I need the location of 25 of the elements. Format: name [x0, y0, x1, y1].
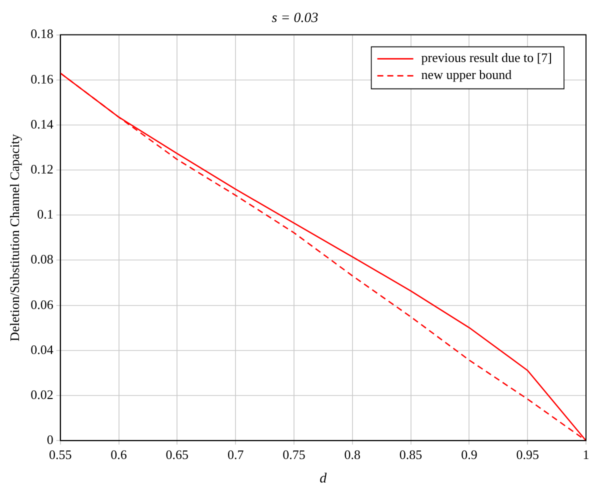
y-tick-label: 0 — [46, 432, 54, 448]
y-tick-label: 0.04 — [30, 342, 54, 357]
x-tick-label: 0.55 — [48, 446, 72, 462]
y-tick-label: 0.18 — [30, 26, 54, 42]
x-tick-label: 0.85 — [399, 446, 422, 462]
chart-title: s = 0.03 — [272, 11, 318, 26]
y-tick-label: 0.02 — [30, 386, 54, 402]
y-tick-label: 0.12 — [30, 161, 54, 176]
y-axis-title: Deletion/Substitution Channel Capacity — [7, 134, 22, 342]
y-tick-label: 0.06 — [30, 296, 54, 312]
x-tick-label: 0.95 — [516, 446, 539, 462]
x-tick-label: 0.7 — [227, 446, 244, 462]
legend-label: new upper bound — [421, 67, 512, 82]
x-tick-label: 0.9 — [461, 446, 478, 462]
x-tick-label: 0.65 — [166, 446, 189, 462]
x-tick-label: 1 — [582, 446, 590, 462]
x-tick-label: 0.6 — [110, 446, 128, 462]
legend-label: previous result due to [7] — [421, 50, 552, 66]
y-tick-label: 0.14 — [30, 116, 54, 132]
x-tick-label: 0.75 — [282, 446, 306, 462]
y-tick-label: 0.08 — [30, 252, 54, 267]
x-axis-title: d — [320, 471, 328, 486]
y-tick-label: 0.16 — [30, 71, 54, 86]
x-tick-label: 0.8 — [344, 446, 361, 462]
y-tick-label: 0.1 — [37, 206, 54, 222]
